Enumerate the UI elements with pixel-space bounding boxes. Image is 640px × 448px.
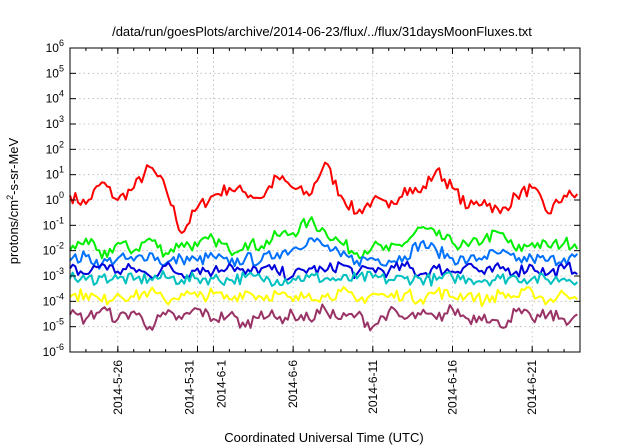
y-tick-label: 10-6 [43,342,64,359]
y-tick-labels: 10-6 10-5 10-4 10-3 10-2 10-1 100 101 102 103 104 1… [43,38,64,359]
series-line-3 [69,237,579,270]
series-layer [69,161,579,332]
x-tick-label: 2014-6-16 [446,360,460,415]
y-tick-label: 102 [46,139,64,156]
y-tick-label: 10-2 [43,241,64,258]
x-axis-title: Coordinated Universal Time (UTC) [224,430,423,445]
grid [70,48,580,352]
series-line-5 [69,270,579,287]
x-tick-label: 2014-6-1 [214,360,228,408]
series-line-6 [69,286,578,308]
y-axis-title-part-2: -s-sr-MeV [6,137,21,194]
y-tick-label: 10-3 [43,266,64,283]
x-tick-labels: 2014-5-26 2014-5-31 2014-6-1 2014-6-6 2014-6… [111,360,539,415]
x-tick-label: 2014-5-26 [111,360,125,415]
x-tick-label: 2014-6-11 [366,360,380,414]
y-tick-label: 101 [46,165,64,182]
y-axis-title-part-1: protons/cm [6,200,21,264]
y-tick-label: 104 [46,89,64,106]
chart-title: /data/run/goesPlots/archive/2014-06-23/f… [112,24,532,39]
x-tick-label: 2014-6-6 [286,360,300,408]
y-axis-title-superscript: 2 [5,195,15,200]
series-line-7 [69,303,578,332]
y-tick-label: 100 [46,190,64,207]
x-tick-label: 2014-6-21 [525,360,539,415]
y-tick-label: 106 [46,38,64,55]
y-tick-label: 10-4 [43,291,64,308]
y-tick-label: 10-5 [43,317,64,334]
series-line-1 [69,161,579,234]
y-axis-title: protons/cm2-s-sr-MeV [5,137,21,264]
x-tick-label: 2014-5-31 [183,360,197,415]
series-line-2 [69,216,579,260]
axis-ticks [70,47,580,353]
y-tick-label: 10-1 [43,215,64,232]
y-tick-label: 105 [46,63,64,80]
y-tick-label: 103 [46,114,64,131]
